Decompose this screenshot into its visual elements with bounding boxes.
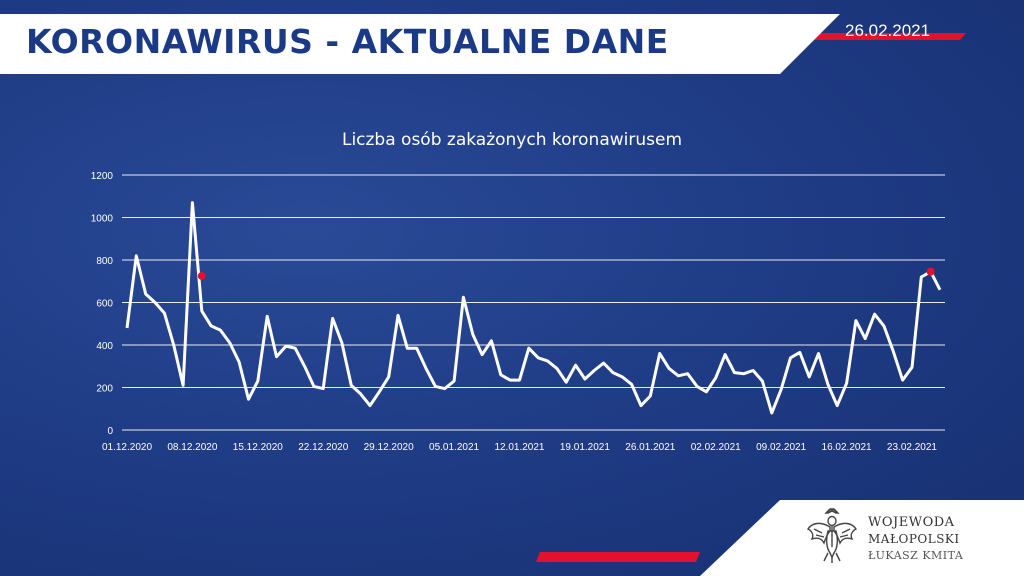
highlight-marker (197, 271, 206, 280)
chart-series (125, 201, 942, 415)
y-tick-label: 600 (96, 299, 113, 310)
y-tick-label: 800 (96, 256, 113, 267)
title-banner (0, 14, 840, 74)
x-axis-ticks: 01.12.2020 08.12.2020 15.12.2020 22.12.2020… (102, 442, 937, 453)
x-tick-label: 16.02.2021 (822, 442, 872, 453)
series-line (125, 201, 942, 415)
page-title: KORONAWIRUS - AKTUALNE DANE (26, 22, 669, 61)
chart-title: Liczba osób zakażonych koronawirusem (341, 130, 683, 150)
y-axis-ticks: 0 200 400 600 800 1000 1200 (91, 171, 114, 437)
x-tick-label: 29.12.2020 (364, 442, 414, 453)
white-eagle-emblem-icon (806, 508, 858, 563)
x-tick-label: 02.02.2021 (691, 442, 741, 453)
org-name-line2: MAŁOPOLSKI (868, 532, 960, 546)
x-tick-label: 26.01.2021 (625, 442, 675, 453)
highlight-marker (926, 267, 935, 276)
chart-markers (197, 267, 935, 280)
x-tick-label: 01.12.2020 (102, 442, 152, 453)
x-tick-label: 05.01.2021 (429, 442, 479, 453)
y-tick-label: 200 (96, 384, 113, 395)
x-tick-label: 15.12.2020 (233, 442, 283, 453)
x-tick-label: 09.02.2021 (756, 442, 806, 453)
x-tick-label: 08.12.2020 (167, 442, 217, 453)
x-tick-label: 22.12.2020 (298, 442, 348, 453)
y-tick-label: 400 (96, 341, 113, 352)
date-label: 26.02.2021 (845, 21, 931, 40)
y-tick-label: 1200 (91, 171, 114, 182)
chart-grid (122, 174, 945, 431)
x-tick-label: 12.01.2021 (494, 442, 544, 453)
x-tick-label: 19.01.2021 (560, 442, 610, 453)
y-tick-label: 0 (107, 426, 113, 437)
x-tick-label: 23.02.2021 (887, 442, 937, 453)
top-red-stripe (785, 33, 966, 40)
bottom-red-stripe (536, 552, 700, 562)
y-tick-label: 1000 (91, 214, 114, 225)
org-name-line3: ŁUKASZ KMITA (868, 549, 964, 562)
org-name-line1: WOJEWODA (868, 515, 955, 530)
footer-logo-panel (700, 500, 1024, 576)
